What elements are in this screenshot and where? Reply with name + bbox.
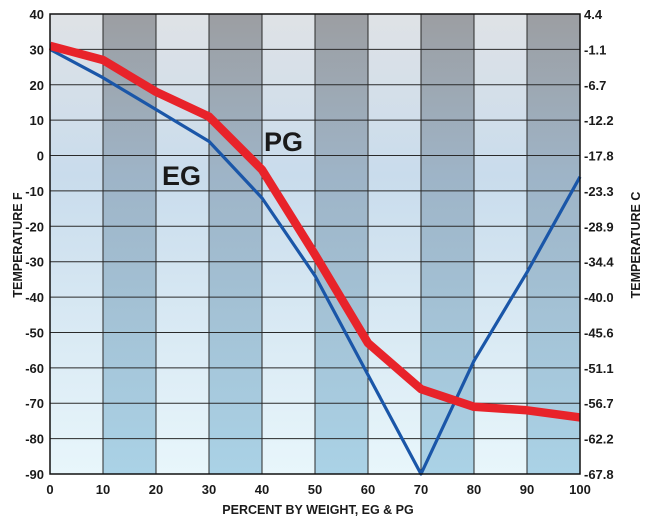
y-tick-label-left: -40 [25, 290, 44, 305]
y-tick-label-right: -6.7 [584, 78, 606, 93]
y-tick-label-left: 20 [30, 78, 44, 93]
x-tick-label: 60 [361, 482, 375, 497]
y-tick-label-right: 4.4 [584, 7, 603, 22]
background-band [474, 14, 527, 474]
left-axis-title: TEMPERATURE F [11, 192, 25, 298]
y-tick-label-left: -70 [25, 396, 44, 411]
x-tick-label: 100 [569, 482, 591, 497]
x-tick-label: 90 [520, 482, 534, 497]
series-label-pg: PG [264, 127, 303, 157]
series-lines [48, 41, 582, 476]
y-tick-label-right: -17.8 [584, 149, 614, 164]
y-tick-label-right: -12.2 [584, 113, 614, 128]
x-tick-label: 80 [467, 482, 481, 497]
y-tick-label-right: -51.1 [584, 361, 614, 376]
series-line-pg [48, 41, 581, 422]
background-band [209, 14, 262, 474]
y-tick-label-right: -23.3 [584, 184, 614, 199]
y-tick-label-right: -56.7 [584, 396, 614, 411]
right-axis-title: TEMPERATURE C [629, 192, 643, 299]
background-band [315, 14, 368, 474]
y-tick-label-left: -80 [25, 432, 44, 447]
y-tick-label-left: 40 [30, 7, 44, 22]
y-tick-label-left: -30 [25, 255, 44, 270]
y-tick-label-right: -62.2 [584, 432, 614, 447]
x-tick-label: 20 [149, 482, 163, 497]
y-tick-label-left: 30 [30, 42, 44, 57]
y-tick-label-right: -34.4 [584, 255, 614, 270]
background-band [368, 14, 421, 474]
y-tick-label-right: -28.9 [584, 219, 614, 234]
y-tick-label-left: -60 [25, 361, 44, 376]
x-axis: 0 10 20 30 40 50 60 70 80 90 100 [46, 482, 590, 497]
y-tick-label-right: -45.6 [584, 325, 614, 340]
y-tick-label-left: 10 [30, 113, 44, 128]
series-line-eg [49, 47, 582, 476]
y-tick-label-left: -10 [25, 184, 44, 199]
right-axis: 4.4 -1.1 -6.7 -12.2 -17.8 -23.3 -28.9 -34.4 -40.… [584, 7, 614, 482]
x-tick-label: 50 [308, 482, 322, 497]
background-band [156, 14, 209, 474]
x-axis-title: PERCENT BY WEIGHT, EG & PG [222, 503, 413, 517]
y-tick-label-left: -20 [25, 219, 44, 234]
x-tick-label: 10 [96, 482, 110, 497]
series-label-eg: EG [162, 161, 201, 191]
plot-border [49, 13, 581, 475]
background-band [527, 14, 580, 474]
left-axis: 40 30 20 10 0 -10 -20 -30 -40 -50 -60 -70 -80 -90 [25, 7, 44, 482]
y-tick-label-right: -1.1 [584, 42, 606, 57]
y-tick-label-left: 0 [37, 149, 44, 164]
plot-frame [49, 13, 581, 475]
y-tick-label-right: -67.8 [584, 467, 614, 482]
x-tick-label: 0 [46, 482, 53, 497]
y-tick-label-left: -90 [25, 467, 44, 482]
x-tick-label: 70 [414, 482, 428, 497]
background-band [50, 14, 103, 474]
x-tick-label: 30 [202, 482, 216, 497]
y-tick-label-right: -40.0 [584, 290, 614, 305]
y-tick-label-left: -50 [25, 325, 44, 340]
x-tick-label: 40 [255, 482, 269, 497]
